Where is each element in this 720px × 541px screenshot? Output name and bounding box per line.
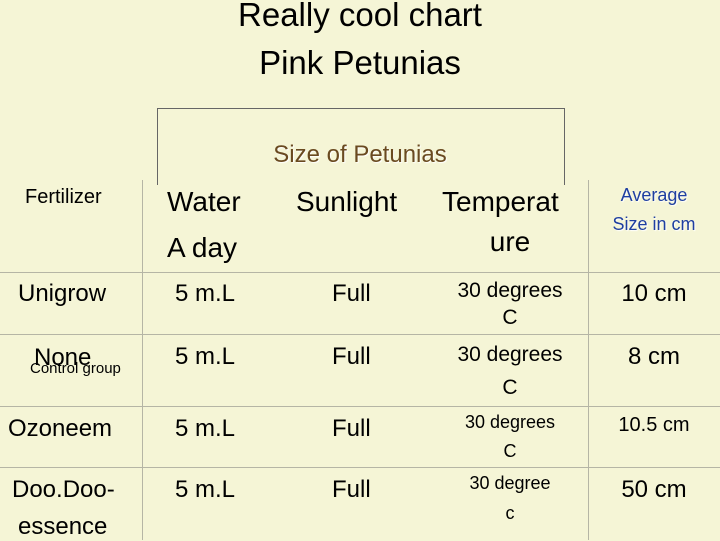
- row-2-size: 8 cm: [627, 343, 680, 370]
- subtitle: Size of Petunias: [273, 141, 447, 168]
- row-4-temperature-line-2: c: [505, 503, 515, 523]
- row-2-sunlight: Full: [332, 343, 371, 370]
- row-3-temperature-line-2: C: [503, 441, 517, 461]
- row-divider: [0, 334, 720, 335]
- row-4-fertilizer-line-2: essence: [18, 513, 108, 540]
- row-1-sunlight: Full: [332, 280, 371, 307]
- subtitle-frame: [157, 108, 565, 185]
- column-divider: [142, 180, 143, 540]
- row-3-size: 10.5 cm: [618, 414, 690, 436]
- row-3-sunlight: Full: [332, 415, 371, 442]
- row-1-fertilizer: Unigrow: [18, 280, 107, 307]
- row-2-water: 5 m.L: [175, 343, 236, 370]
- row-1-temperature-line-2: C: [502, 306, 518, 329]
- row-4-size: 50 cm: [621, 476, 687, 503]
- row-divider: [0, 406, 720, 407]
- row-2-fertilizer: None: [34, 344, 92, 371]
- column-divider: [588, 180, 589, 540]
- row-2-temperature-line-1: 30 degrees: [457, 343, 563, 366]
- header-average-line-2: Size in cm: [612, 214, 696, 234]
- row-4-temperature-line-1: 30 degree: [469, 473, 551, 493]
- title-line-1: Really cool chart: [238, 0, 482, 33]
- row-4-sunlight: Full: [332, 476, 371, 503]
- row-2-temperature-line-2: C: [502, 376, 518, 399]
- row-1-water: 5 m.L: [175, 280, 236, 307]
- row-3-fertilizer: Ozoneem: [8, 415, 113, 442]
- header-fertilizer: Fertilizer: [25, 186, 102, 208]
- row-2-fertilizer-note: Control group: [30, 360, 121, 377]
- header-temperature-line-2: ure: [489, 226, 531, 257]
- header-average-line-1: Average: [620, 185, 688, 205]
- row-3-temperature-line-1: 30 degrees: [464, 412, 556, 432]
- row-4-water: 5 m.L: [175, 476, 236, 503]
- header-water-line-2: A day: [167, 232, 238, 263]
- header-temperature-line-1: Temperat: [442, 186, 559, 217]
- header-sunlight: Sunlight: [296, 186, 398, 217]
- title-line-2: Pink Petunias: [259, 44, 461, 81]
- row-1-temperature-line-1: 30 degrees: [457, 279, 563, 302]
- row-divider: [0, 272, 720, 273]
- row-divider: [0, 467, 720, 468]
- row-4-fertilizer-line-1: Doo.Doo-: [12, 476, 115, 503]
- header-water-line-1: Water: [167, 186, 241, 217]
- row-1-size: 10 cm: [621, 280, 687, 307]
- row-3-water: 5 m.L: [175, 415, 236, 442]
